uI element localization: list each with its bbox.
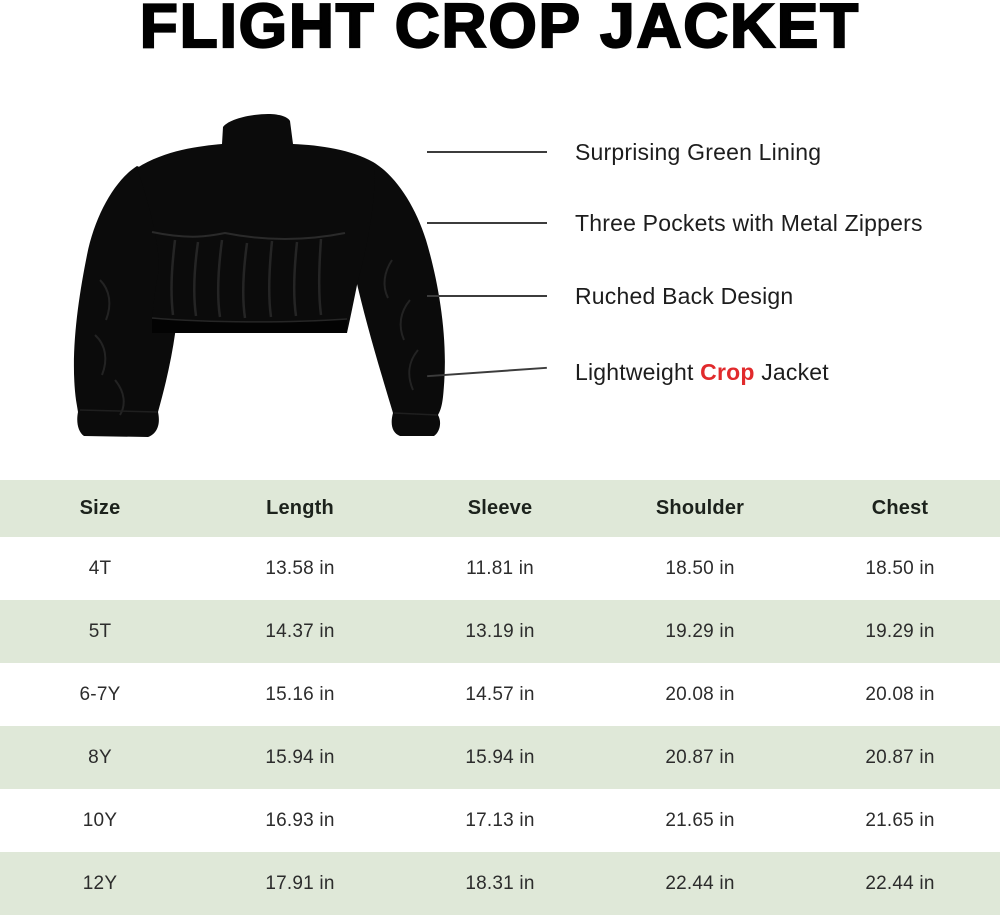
hero-section: Surprising Green Lining Three Pockets wi… <box>73 114 923 437</box>
table-cell: 15.16 in <box>200 663 400 726</box>
table-cell: 15.94 in <box>400 726 600 789</box>
table-cell: 18.50 in <box>800 537 1000 600</box>
table-cell: 16.93 in <box>200 789 400 852</box>
feature-label-highlight: Crop <box>700 358 755 385</box>
table-row: 10Y 16.93 in 17.13 in 21.65 in 21.65 in <box>0 789 1000 852</box>
column-header-chest: Chest <box>800 480 1000 537</box>
feature-callout-lightweight: Lightweight Crop Jacket <box>427 355 829 389</box>
feature-label-post: Jacket <box>754 358 829 385</box>
table-cell: 6-7Y <box>0 663 200 726</box>
table-row: 5T 14.37 in 13.19 in 19.29 in 19.29 in <box>0 600 1000 663</box>
table-cell: 18.50 in <box>600 537 800 600</box>
table-cell: 20.08 in <box>800 663 1000 726</box>
table-cell: 19.29 in <box>800 600 1000 663</box>
column-header-size: Size <box>0 480 200 537</box>
table-cell: 21.65 in <box>600 789 800 852</box>
table-cell: 8Y <box>0 726 200 789</box>
column-header-length: Length <box>200 480 400 537</box>
table-cell: 12Y <box>0 852 200 915</box>
table-cell: 20.87 in <box>600 726 800 789</box>
feature-callout-green-lining: Surprising Green Lining <box>427 135 821 169</box>
table-cell: 14.37 in <box>200 600 400 663</box>
table-cell: 20.08 in <box>600 663 800 726</box>
table-cell: 5T <box>0 600 200 663</box>
callout-line <box>427 366 547 378</box>
table-cell: 17.91 in <box>200 852 400 915</box>
callout-line <box>427 151 547 153</box>
table-cell: 13.19 in <box>400 600 600 663</box>
table-header-row: Size Length Sleeve Shoulder Chest <box>0 480 1000 537</box>
table-cell: 15.94 in <box>200 726 400 789</box>
feature-callout-ruched-back: Ruched Back Design <box>427 279 793 313</box>
feature-label: Surprising Green Lining <box>575 138 822 165</box>
table-cell: 11.81 in <box>400 537 600 600</box>
feature-label: Lightweight Crop Jacket <box>575 359 829 386</box>
page-title: FLIGHT CROP JACKET <box>139 0 861 62</box>
table-cell: 13.58 in <box>200 537 400 600</box>
table-cell: 21.65 in <box>800 789 1000 852</box>
table-cell: 14.57 in <box>400 663 600 726</box>
callout-line <box>427 222 547 224</box>
feature-callout-pockets: Three Pockets with Metal Zippers <box>427 206 923 240</box>
table-cell: 19.29 in <box>600 600 800 663</box>
table-cell: 22.44 in <box>600 852 800 915</box>
table-row: 12Y 17.91 in 18.31 in 22.44 in 22.44 in <box>0 852 1000 915</box>
table-cell: 10Y <box>0 789 200 852</box>
table-row: 8Y 15.94 in 15.94 in 20.87 in 20.87 in <box>0 726 1000 789</box>
callout-line <box>427 295 547 297</box>
size-chart-table: Size Length Sleeve Shoulder Chest 4T 13.… <box>0 480 1000 915</box>
table-cell: 22.44 in <box>800 852 1000 915</box>
table-cell: 18.31 in <box>400 852 600 915</box>
table-row: 4T 13.58 in 11.81 in 18.50 in 18.50 in <box>0 537 1000 600</box>
table-cell: 4T <box>0 537 200 600</box>
table-cell: 17.13 in <box>400 789 600 852</box>
feature-label: Three Pockets with Metal Zippers <box>575 209 923 236</box>
column-header-shoulder: Shoulder <box>600 480 800 537</box>
jacket-image <box>73 114 445 437</box>
table-cell: 20.87 in <box>800 726 1000 789</box>
column-header-sleeve: Sleeve <box>400 480 600 537</box>
feature-label-pre: Lightweight <box>575 358 701 385</box>
feature-label: Ruched Back Design <box>575 282 794 309</box>
table-row: 6-7Y 15.16 in 14.57 in 20.08 in 20.08 in <box>0 663 1000 726</box>
